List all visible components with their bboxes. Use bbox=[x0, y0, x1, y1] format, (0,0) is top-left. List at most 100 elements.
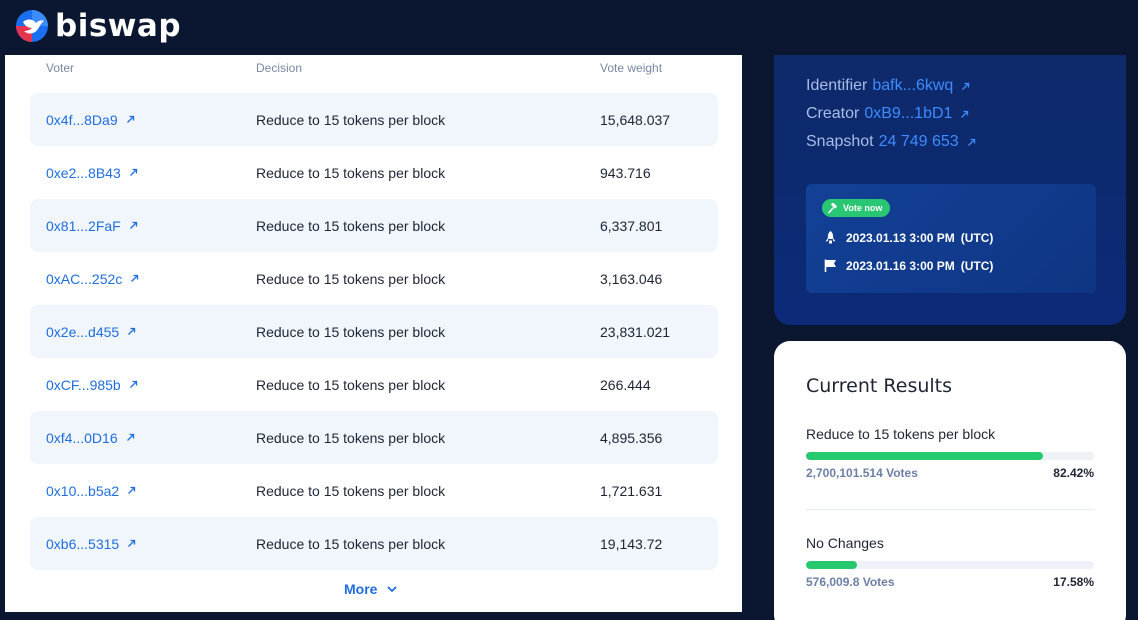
external-link-icon[interactable] bbox=[127, 539, 136, 548]
vote-weight: 943.716 bbox=[600, 164, 651, 181]
voter-address-link[interactable]: 0x81...2FaF bbox=[46, 218, 138, 234]
result-percent: 82.42% bbox=[1053, 466, 1094, 480]
biswap-logo-icon bbox=[16, 10, 48, 42]
voting-period-box: Vote now 2023.01.13 3:00 PM (UTC) 2023.0… bbox=[806, 184, 1096, 293]
vote-decision: Reduce to 15 tokens per block bbox=[256, 164, 446, 181]
start-timezone: (UTC) bbox=[960, 230, 994, 245]
external-link-icon[interactable] bbox=[967, 138, 976, 147]
external-link-icon[interactable] bbox=[129, 221, 138, 230]
result-option-label: Reduce to 15 tokens per block bbox=[806, 426, 996, 442]
vote-decision: Reduce to 15 tokens per block bbox=[256, 270, 446, 287]
chevron-down-icon bbox=[388, 586, 397, 592]
table-row: 0xAC...252c Reduce to 15 tokens per block… bbox=[30, 252, 718, 305]
external-link-icon[interactable] bbox=[961, 82, 970, 91]
more-label: More bbox=[344, 581, 378, 597]
voter-address-link[interactable]: 0x10...b5a2 bbox=[46, 483, 136, 499]
vote-weight: 4,895.356 bbox=[600, 429, 663, 446]
proposal-info-card: Identifier bafk...6kwq Creator 0xB9...1b… bbox=[774, 55, 1126, 325]
external-link-icon[interactable] bbox=[127, 486, 136, 495]
end-timezone: (UTC) bbox=[960, 258, 994, 273]
vote-decision: Reduce to 15 tokens per block bbox=[256, 429, 446, 446]
table-row: 0x4f...8Da9 Reduce to 15 tokens per block… bbox=[30, 93, 718, 146]
creator-line: Creator 0xB9...1bD1 bbox=[806, 105, 969, 123]
voter-address: 0xb6...5315 bbox=[46, 535, 120, 552]
voter-address-link[interactable]: 0xCF...985b bbox=[46, 377, 138, 393]
snapshot-link[interactable]: 24 749 653 bbox=[878, 133, 959, 150]
vote-decision: Reduce to 15 tokens per block bbox=[256, 535, 446, 552]
result-progress-fill bbox=[806, 452, 1044, 460]
voter-address: 0xe2...8B43 bbox=[46, 164, 121, 181]
vote-decision: Reduce to 15 tokens per block bbox=[256, 323, 446, 340]
external-link-icon[interactable] bbox=[129, 380, 138, 389]
end-date-line: 2023.01.16 3:00 PM (UTC) bbox=[823, 258, 993, 273]
vote-weight: 19,143.72 bbox=[600, 535, 663, 552]
voter-address: 0x81...2FaF bbox=[46, 217, 121, 234]
votes-rows: 0x4f...8Da9 Reduce to 15 tokens per block… bbox=[30, 93, 718, 570]
snapshot-line: Snapshot 24 749 653 bbox=[806, 133, 976, 151]
table-row: 0xf4...0D16 Reduce to 15 tokens per block… bbox=[30, 411, 718, 464]
table-row: 0x2e...d455 Reduce to 15 tokens per block… bbox=[30, 305, 718, 358]
external-link-icon[interactable] bbox=[129, 168, 138, 177]
result-votes: 2,700,101.514 Votes bbox=[806, 466, 918, 480]
vote-weight: 6,337.801 bbox=[600, 217, 663, 234]
result-progress-fill bbox=[806, 561, 857, 569]
vote-weight: 15,648.037 bbox=[600, 111, 671, 128]
result-percent: 17.58% bbox=[1053, 575, 1094, 589]
vote-weight: 3,163.046 bbox=[600, 270, 663, 287]
identifier-link[interactable]: bafk...6kwq bbox=[872, 77, 954, 94]
result-votes: 576,009.8 Votes bbox=[806, 575, 895, 589]
voter-address: 0x2e...d455 bbox=[46, 323, 120, 340]
vote-decision: Reduce to 15 tokens per block bbox=[256, 482, 446, 499]
result-meta: 576,009.8 Votes 17.58% bbox=[806, 575, 1094, 589]
vote-decision: Reduce to 15 tokens per block bbox=[256, 376, 446, 393]
result-option-label: No Changes bbox=[806, 535, 884, 551]
result-option: Reduce to 15 tokens per block 2,700,101.… bbox=[806, 426, 1094, 480]
creator-label: Creator bbox=[806, 105, 860, 122]
table-row: 0xe2...8B43 Reduce to 15 tokens per block… bbox=[30, 146, 718, 199]
status-badge: Vote now bbox=[822, 199, 891, 217]
flag-icon bbox=[824, 259, 836, 272]
external-link-icon[interactable] bbox=[126, 115, 135, 124]
table-row: 0xb6...5315 Reduce to 15 tokens per block… bbox=[30, 517, 718, 570]
table-row: 0x10...b5a2 Reduce to 15 tokens per block… bbox=[30, 464, 718, 517]
result-progress-bar bbox=[806, 452, 1094, 460]
top-header: biswap bbox=[0, 0, 1138, 55]
more-button[interactable]: More bbox=[344, 581, 397, 597]
identifier-line: Identifier bafk...6kwq bbox=[806, 77, 970, 95]
external-link-icon[interactable] bbox=[130, 274, 139, 283]
result-option: No Changes 576,009.8 Votes 17.58% bbox=[806, 535, 1094, 589]
biswap-logo[interactable]: biswap bbox=[15, 9, 181, 43]
voter-address: 0xAC...252c bbox=[46, 270, 123, 287]
start-date: 2023.01.13 3:00 PM bbox=[846, 230, 955, 245]
voter-address-link[interactable]: 0xe2...8B43 bbox=[46, 165, 138, 181]
column-header-voter: Voter bbox=[46, 61, 75, 75]
results-divider bbox=[806, 509, 1094, 510]
rocket-icon bbox=[825, 231, 836, 244]
external-link-icon[interactable] bbox=[960, 110, 969, 119]
voter-address: 0x10...b5a2 bbox=[46, 482, 120, 499]
voter-address: 0xCF...985b bbox=[46, 376, 121, 393]
external-link-icon[interactable] bbox=[126, 433, 135, 442]
voter-address-link[interactable]: 0xAC...252c bbox=[46, 271, 139, 287]
results-title: Current Results bbox=[806, 375, 953, 397]
voter-address: 0x4f...8Da9 bbox=[46, 111, 118, 128]
start-date-line: 2023.01.13 3:00 PM (UTC) bbox=[823, 230, 993, 245]
vote-decision: Reduce to 15 tokens per block bbox=[256, 111, 446, 128]
voter-address-link[interactable]: 0xf4...0D16 bbox=[46, 430, 135, 446]
table-row: 0x81...2FaF Reduce to 15 tokens per block… bbox=[30, 199, 718, 252]
vote-weight: 1,721.631 bbox=[600, 482, 663, 499]
result-progress-bar bbox=[806, 561, 1094, 569]
column-header-vote-weight: Vote weight bbox=[600, 61, 663, 75]
external-link-icon[interactable] bbox=[127, 327, 136, 336]
current-results-card: Current Results Reduce to 15 tokens per … bbox=[774, 341, 1126, 620]
result-meta: 2,700,101.514 Votes 82.42% bbox=[806, 466, 1094, 480]
voter-address-link[interactable]: 0xb6...5315 bbox=[46, 536, 136, 552]
brand-name: biswap bbox=[55, 8, 182, 44]
creator-link[interactable]: 0xB9...1bD1 bbox=[864, 105, 953, 122]
vote-weight: 266.444 bbox=[600, 376, 651, 393]
status-badge-label: Vote now bbox=[843, 203, 883, 213]
voter-address-link[interactable]: 0x4f...8Da9 bbox=[46, 112, 135, 128]
vote-decision: Reduce to 15 tokens per block bbox=[256, 217, 446, 234]
end-date: 2023.01.16 3:00 PM bbox=[846, 258, 955, 273]
voter-address-link[interactable]: 0x2e...d455 bbox=[46, 324, 136, 340]
